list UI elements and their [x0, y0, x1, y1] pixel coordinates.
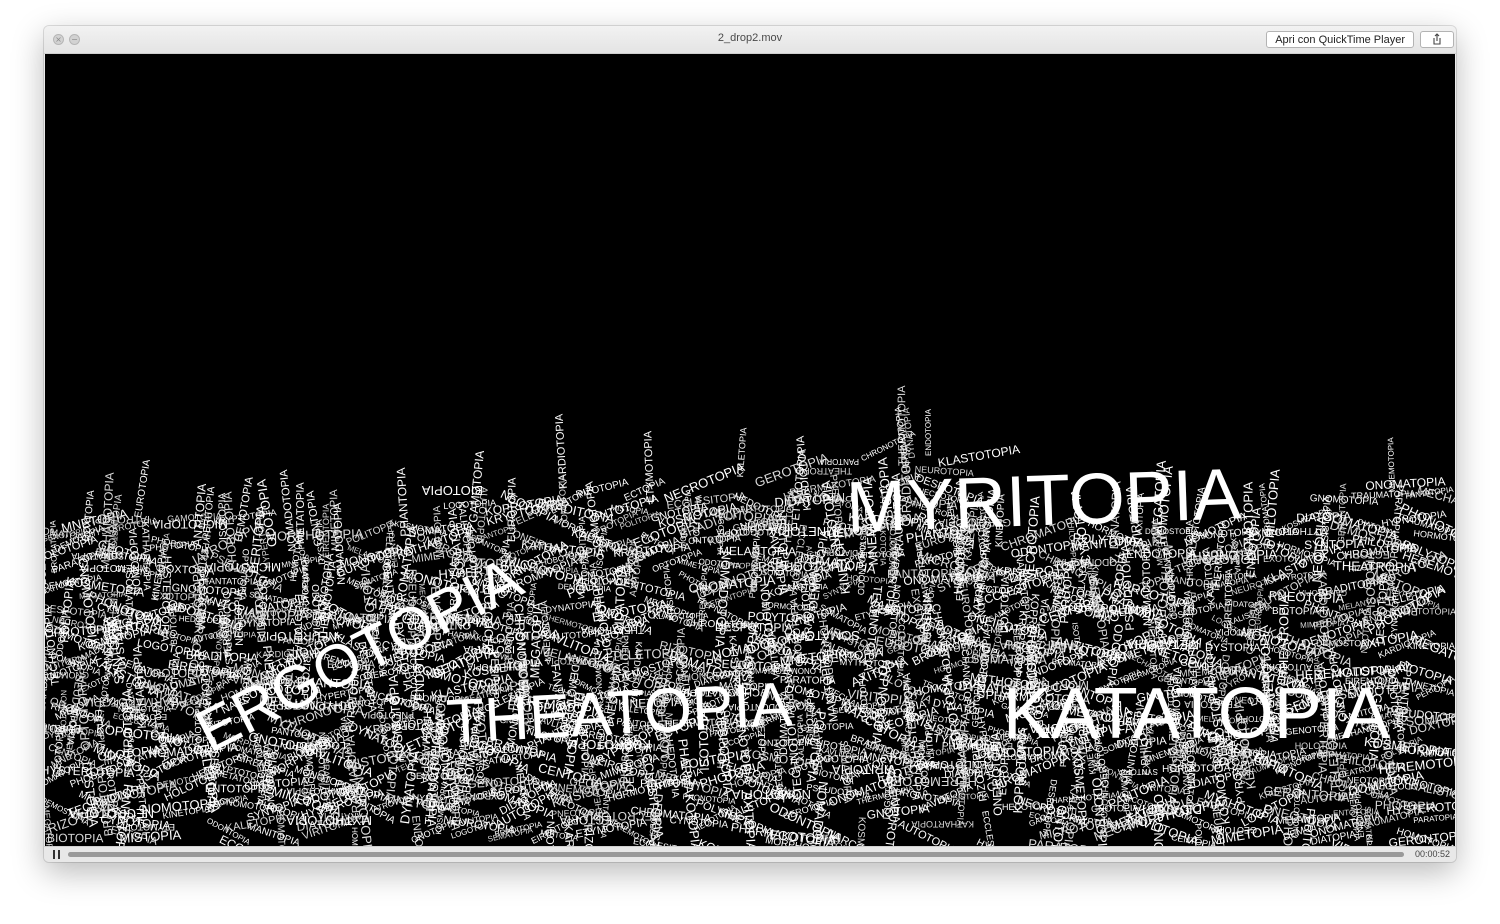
title-bar: × − 2_drop2.mov Apri con QuickTime Playe…: [44, 26, 1456, 54]
cloud-word: EIRENTOPIA: [1222, 568, 1236, 630]
cloud-word: EUROTOPIA: [505, 477, 519, 542]
cloud-word: BROMATOPIA: [48, 520, 60, 574]
cloud-word: NEOTOPIA: [232, 588, 247, 646]
cloud-word: KALETOPIA: [735, 427, 749, 478]
cloud-word: EUROTOPIA: [133, 458, 154, 519]
cloud-word: DYNATOPIA: [544, 598, 598, 615]
cloud-word: GAMOTOPIA: [1298, 587, 1347, 597]
cloud-word: GNOTOPIA: [804, 688, 817, 742]
share-button[interactable]: [1420, 31, 1454, 48]
cloud-word: POLITOPIA: [690, 495, 703, 543]
open-with-quicktime-button[interactable]: Apri con QuickTime Player: [1266, 31, 1414, 48]
cloud-word: ENTOTOPIA: [545, 655, 598, 666]
minimize-icon[interactable]: −: [69, 34, 80, 45]
cloud-word: MNETOPIA: [432, 505, 447, 559]
cloud-word: PANTOPIA: [819, 457, 859, 467]
window-title: 2_drop2.mov: [717, 32, 783, 44]
cloud-word: PYROTOPIA: [450, 791, 504, 801]
cloud-word: PHILOTOPIA: [466, 662, 521, 673]
share-icon: [1433, 33, 1441, 45]
cloud-word: MYTHOTOPIA: [285, 813, 372, 829]
cloud-word: ONEIROTOPIA: [987, 732, 1005, 817]
cloud-word: BIOTOPIA: [47, 830, 104, 846]
cloud-word: PARATOPIA: [999, 637, 1067, 652]
cloud-word: ENDOTOPIA: [923, 409, 933, 457]
cloud-word: NOMADOTOPIA: [1140, 543, 1154, 626]
quicklook-window: × − 2_drop2.mov Apri con QuickTime Playe…: [44, 26, 1456, 862]
cloud-word: KATHARTOPIA: [911, 819, 974, 829]
cloud-word: HOLOTOPIA: [1294, 741, 1348, 752]
cloud-word: ODONTOPIA: [856, 540, 869, 595]
cloud-word: ETYMOTOPIA: [116, 822, 176, 833]
cloud-word: ISOTOPIA: [1362, 551, 1378, 609]
pause-icon[interactable]: [53, 850, 61, 859]
cloud-word: GNOTOPIA: [189, 562, 207, 627]
cloud-word: MICROTOPIA: [205, 559, 282, 574]
cloud-word: GERONTOPIA: [1335, 483, 1348, 544]
featured-word-myritopia: MYRITOPIA: [844, 454, 1243, 548]
cloud-word: MEGATOPIA: [526, 602, 545, 679]
cloud-word: HOMOTOPIA: [350, 827, 360, 846]
cloud-word: MNEMOTOPIA: [1386, 437, 1398, 492]
cloud-word: BIOTOPIA: [167, 602, 179, 646]
playback-controls: 00:00:52: [44, 846, 1456, 862]
cloud-word: GEOTOPIA: [1210, 824, 1257, 835]
video-frame[interactable]: PSEUDOTOPIA MNETOPIA DYSTOPIA EUROTOPIA KATH…: [45, 54, 1455, 846]
featured-word-katatopia: KATATOPIA: [1003, 674, 1390, 754]
cloud-word: ODOTOPIA: [1370, 781, 1418, 792]
progress-track[interactable]: [68, 852, 1404, 857]
cloud-word: VIRITOPIA: [299, 573, 311, 619]
cloud-word: KLASTOTOPIA: [1364, 834, 1380, 846]
cloud-word: MICROTOPIA: [151, 517, 228, 532]
elapsed-time: 00:00:52: [1414, 849, 1450, 859]
cloud-word: SOMATOPIA: [783, 627, 860, 643]
close-icon[interactable]: ×: [53, 34, 64, 45]
progress-fill: [68, 852, 1404, 857]
cloud-word: KOSMOTOPIA: [853, 816, 868, 846]
cloud-word: PARATOPIA: [1413, 811, 1455, 825]
cloud-word: ANTITOPIA: [301, 763, 312, 806]
